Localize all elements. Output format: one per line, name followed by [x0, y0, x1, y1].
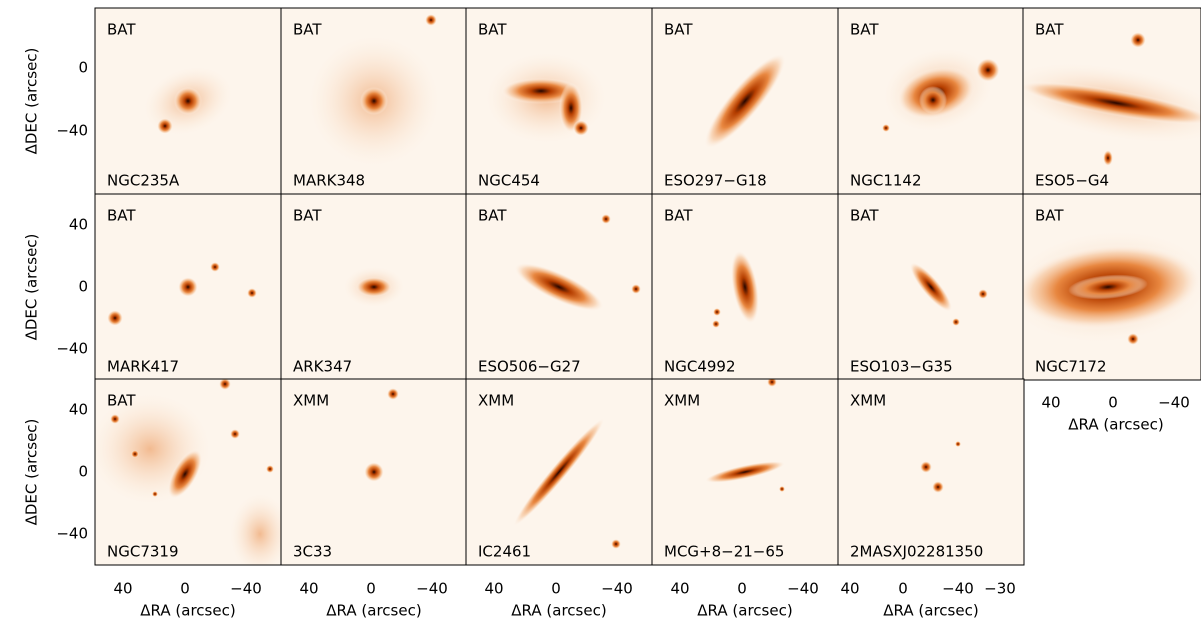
- galaxy-name: IC2461: [478, 543, 531, 561]
- x-tick-label: 40: [113, 580, 132, 598]
- galaxy-name: 2MASXJ02281350: [850, 543, 983, 561]
- y-tick-label: 40: [69, 216, 88, 234]
- galaxy-name: NGC454: [478, 172, 540, 190]
- x-axis-label: ΔRA (arcsec): [883, 602, 978, 620]
- survey-label: BAT: [293, 21, 322, 39]
- galaxy-name: MCG+8−21−65: [664, 543, 784, 561]
- survey-label: XMM: [850, 392, 886, 410]
- galaxy-name: NGC7319: [107, 543, 179, 561]
- panel: BAT NGC4992: [651, 193, 839, 381]
- survey-label: XMM: [293, 392, 329, 410]
- y-axis-label: ΔDEC (arcsec): [23, 419, 41, 526]
- x-tick-label: 40: [299, 580, 318, 598]
- x-tick-label: 0: [366, 580, 376, 598]
- panel: BAT MARK417: [94, 193, 282, 381]
- panel: XMM 2MASXJ02281350: [837, 378, 1025, 566]
- survey-label: BAT: [850, 21, 879, 39]
- x-tick-label: −40: [1158, 394, 1190, 412]
- y-tick-label: −40: [56, 525, 88, 543]
- y-tick-label: 0: [78, 463, 88, 481]
- x-tick-label: 0: [737, 580, 747, 598]
- x-tick-label: 0: [1108, 394, 1118, 412]
- survey-label: BAT: [478, 21, 507, 39]
- panel: BAT ARK347: [280, 193, 468, 381]
- panel: BAT NGC235A: [94, 7, 282, 195]
- galaxy-name: ESO506−G27: [478, 358, 581, 376]
- y-tick-label: 0: [78, 278, 88, 296]
- survey-label: BAT: [1035, 207, 1064, 225]
- survey-label: BAT: [107, 207, 136, 225]
- panel: XMM 3C33: [280, 378, 468, 566]
- panel: XMM MCG+8−21−65: [651, 378, 839, 566]
- y-tick-label: 0: [78, 59, 88, 77]
- y-tick-label: 40: [69, 401, 88, 419]
- x-tick-label: 40: [840, 580, 859, 598]
- y-tick-label: −40: [56, 122, 88, 140]
- survey-label: BAT: [850, 207, 879, 225]
- x-tick-label: −40: [787, 580, 819, 598]
- y-axis-label: ΔDEC (arcsec): [23, 48, 41, 155]
- x-tick-label: 40: [484, 580, 503, 598]
- x-tick-label: −30: [984, 580, 1016, 598]
- survey-label: XMM: [664, 392, 700, 410]
- galaxy-name: NGC1142: [850, 172, 922, 190]
- panel: BAT ESO297−G18: [651, 7, 839, 195]
- galaxy-name: NGC235A: [107, 172, 180, 190]
- survey-label: XMM: [478, 392, 514, 410]
- galaxy-name: ESO297−G18: [664, 172, 767, 190]
- x-axis-label: ΔRA (arcsec): [511, 602, 606, 620]
- panel: BAT NGC7172: [1022, 193, 1201, 381]
- x-tick-label: 0: [180, 580, 190, 598]
- x-axis-label: ΔRA (arcsec): [1068, 416, 1163, 434]
- x-tick-label: −40: [601, 580, 633, 598]
- panel: BAT NGC454: [465, 7, 653, 195]
- panel: BAT NGC1142: [837, 7, 1025, 195]
- panel: BAT ESO506−G27: [465, 193, 653, 381]
- survey-label: BAT: [664, 21, 693, 39]
- survey-label: BAT: [1035, 21, 1064, 39]
- y-tick-label: −40: [56, 340, 88, 358]
- panel: XMM IC2461: [465, 378, 653, 566]
- galaxy-name: NGC4992: [664, 358, 736, 376]
- galaxy-name: ESO103−G35: [850, 358, 953, 376]
- survey-label: BAT: [107, 21, 136, 39]
- x-axis-label: ΔRA (arcsec): [697, 602, 792, 620]
- x-tick-label: 0: [898, 580, 908, 598]
- x-tick-label: −40: [942, 580, 974, 598]
- x-tick-label: −40: [416, 580, 448, 598]
- x-tick-label: 40: [670, 580, 689, 598]
- galaxy-name: MARK348: [293, 172, 365, 190]
- x-tick-label: 40: [1041, 394, 1060, 412]
- y-axis-label: ΔDEC (arcsec): [23, 234, 41, 341]
- panel: BAT ESO103−G35: [837, 193, 1025, 381]
- survey-label: BAT: [664, 207, 693, 225]
- galaxy-name: ESO5−G4: [1035, 172, 1109, 190]
- panel: BAT NGC7319: [94, 378, 282, 566]
- panel: BAT ESO5−G4: [1022, 7, 1201, 195]
- panel: BAT MARK348: [280, 7, 468, 195]
- x-tick-label: 0: [551, 580, 561, 598]
- galaxy-name: 3C33: [293, 543, 332, 561]
- x-axis-label: ΔRA (arcsec): [140, 602, 235, 620]
- x-axis-label: ΔRA (arcsec): [326, 602, 421, 620]
- x-tick-label: −40: [230, 580, 262, 598]
- galaxy-name: MARK417: [107, 358, 179, 376]
- galaxy-name: ARK347: [293, 358, 352, 376]
- survey-label: BAT: [478, 207, 507, 225]
- galaxy-name: NGC7172: [1035, 358, 1107, 376]
- survey-label: BAT: [107, 392, 136, 410]
- survey-label: BAT: [293, 207, 322, 225]
